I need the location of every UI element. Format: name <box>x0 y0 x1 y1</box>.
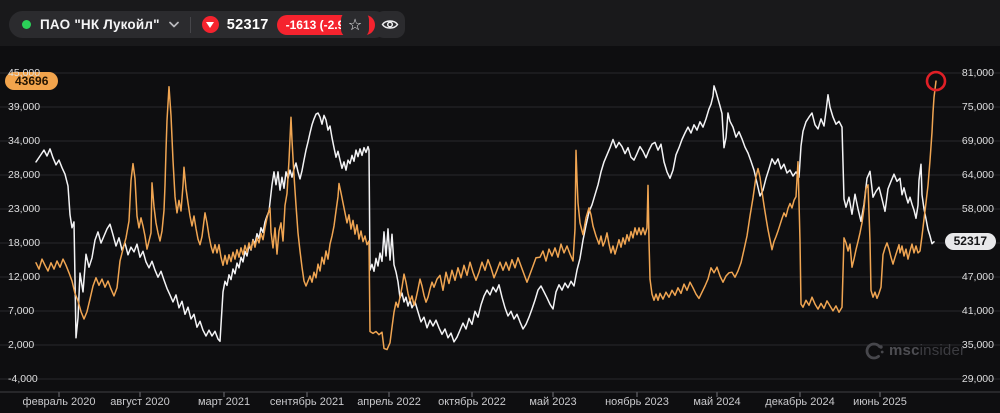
y-axis-label-left: 2,000 <box>8 339 35 351</box>
y-axis-label-right: 41,000 <box>961 305 994 317</box>
left-axis-current-badge: 43696 <box>5 72 59 91</box>
watermark-text-bold: msc <box>889 342 920 359</box>
divider <box>189 16 191 33</box>
y-axis-label-right: 47,000 <box>961 271 994 283</box>
y-axis-label-left: 28,000 <box>8 169 41 181</box>
triangle-down-icon <box>206 22 215 28</box>
right-axis-current-badge: 52317 <box>944 233 996 251</box>
y-axis-label-right: 35,000 <box>961 339 994 351</box>
status-dot-icon <box>22 20 31 29</box>
y-axis-label-right: 29,000 <box>961 373 994 385</box>
x-axis-label: май 2023 <box>529 396 577 408</box>
chevron-down-icon <box>168 21 179 28</box>
y-axis-label-left: 39,000 <box>8 101 41 113</box>
x-axis-label: декабрь 2024 <box>765 396 835 408</box>
y-axis-label-left: 23,000 <box>8 203 41 215</box>
x-axis-label: ноябрь 2023 <box>605 396 669 408</box>
endpoint-highlight-ring <box>925 70 947 92</box>
y-axis-label-left: 7,000 <box>8 305 35 317</box>
x-axis-label: февраль 2020 <box>22 396 96 408</box>
watermark-text-light: insider <box>919 342 966 359</box>
x-axis-label: июнь 2025 <box>853 396 907 408</box>
watermark: mscinsider <box>864 341 965 361</box>
x-axis-label: октябрь 2022 <box>438 396 506 408</box>
y-axis-label-left: 12,000 <box>8 271 41 283</box>
trend-down-icon <box>201 16 219 33</box>
y-axis-label-left: 18,000 <box>8 237 41 249</box>
y-axis-label-right: 69,000 <box>961 135 994 147</box>
x-axis-label: март 2021 <box>197 396 251 408</box>
star-icon: ☆ <box>347 14 363 34</box>
y-axis-label-right: 64,000 <box>961 169 994 181</box>
x-axis-label: август 2020 <box>110 396 170 408</box>
y-axis-label-right: 81,000 <box>961 67 994 79</box>
instrument-name: ПАО "НК Лукойл" <box>40 17 160 32</box>
watch-button[interactable] <box>375 11 405 38</box>
y-axis-label-left: 34,000 <box>8 135 41 147</box>
x-axis-label: апрель 2022 <box>357 396 421 408</box>
last-price: 52317 <box>226 16 269 33</box>
y-axis-label-right: 58,000 <box>961 203 994 215</box>
series-orange <box>35 80 937 351</box>
y-axis-label-right: 75,000 <box>961 101 994 113</box>
y-axis-label-left: 45,000 <box>8 67 41 79</box>
watermark-logo-icon <box>865 342 884 360</box>
series-white <box>35 85 935 343</box>
instrument-selector[interactable]: ПАО "НК Лукойл" 52317 -1613 (-2.99%) <box>9 11 388 38</box>
eye-icon <box>381 20 399 29</box>
x-axis-label: сентябрь 2021 <box>269 396 345 408</box>
y-axis-label-left: -4,000 <box>8 373 38 385</box>
x-axis-label: май 2024 <box>693 396 741 408</box>
favorite-button[interactable]: ☆ <box>341 11 369 38</box>
